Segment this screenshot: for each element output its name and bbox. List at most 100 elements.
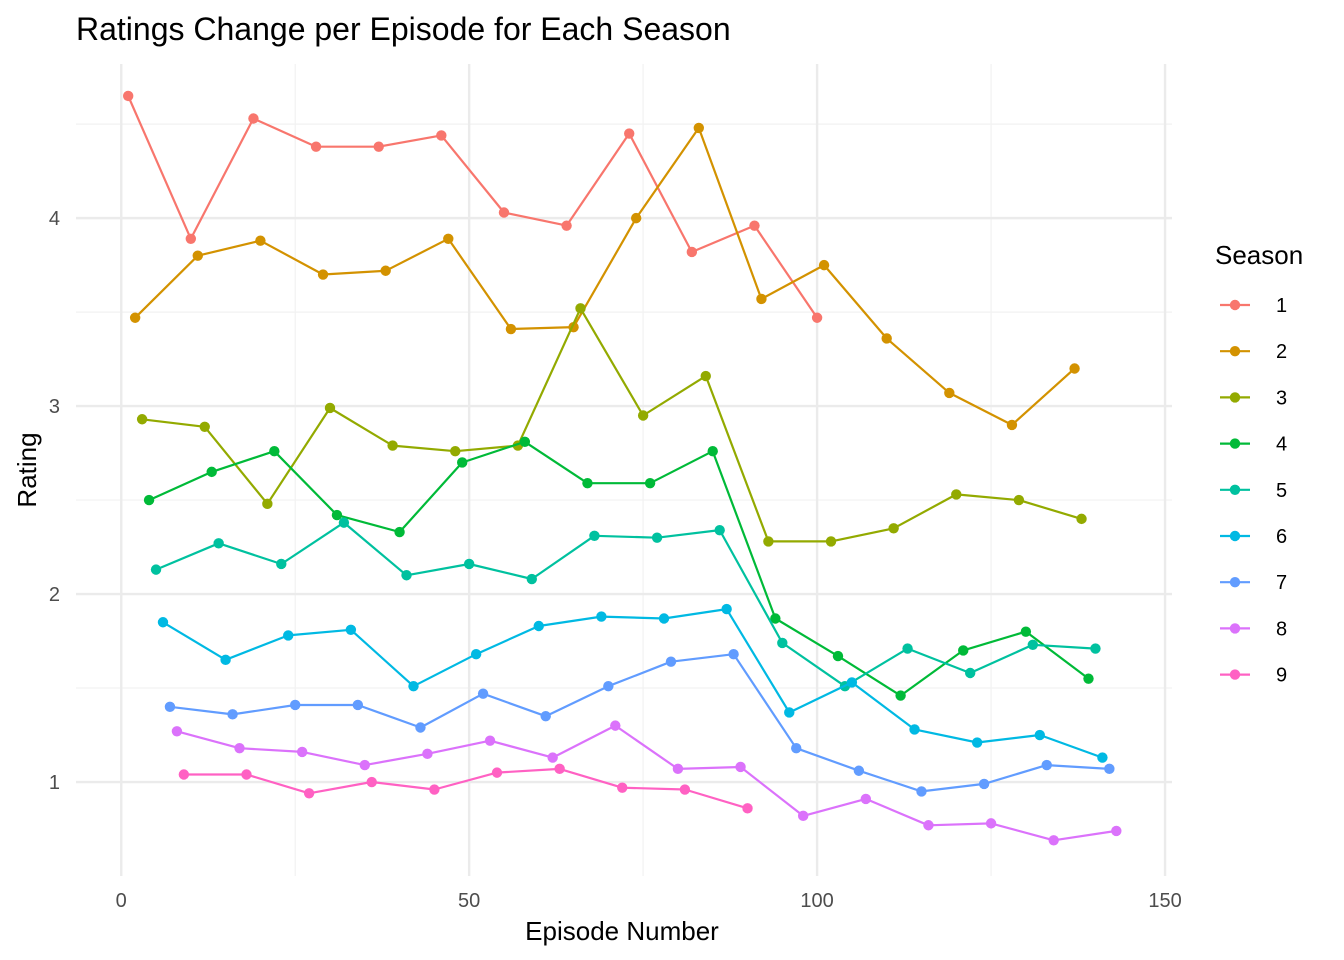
data-point	[895, 690, 906, 701]
legend-item-season-9: 9	[1220, 665, 1287, 687]
data-point	[394, 526, 405, 538]
x-tick-label: 0	[116, 890, 127, 912]
data-point	[283, 630, 294, 641]
data-point	[756, 293, 767, 305]
data-point	[658, 613, 670, 624]
data-point	[491, 767, 503, 778]
legend-key-point	[1229, 669, 1241, 680]
data-point	[310, 141, 322, 152]
data-point	[763, 536, 774, 547]
data-point	[269, 446, 280, 457]
legend-item-season-6: 6	[1220, 526, 1287, 548]
legend-label: 7	[1276, 572, 1287, 594]
data-point	[199, 421, 210, 432]
data-point	[373, 141, 384, 152]
data-point	[944, 387, 955, 399]
data-point	[234, 742, 245, 754]
series-season-7	[164, 649, 1115, 797]
data-point	[1020, 626, 1032, 637]
data-point	[825, 536, 837, 547]
data-point	[443, 233, 454, 245]
data-point	[387, 440, 398, 451]
x-axis-ticks: 0 50 100 150	[116, 890, 1182, 912]
legend-key-point	[1229, 484, 1241, 495]
data-point	[436, 130, 447, 141]
data-point	[637, 410, 649, 421]
y-tick-label: 3	[49, 396, 60, 418]
data-point	[1034, 729, 1045, 741]
data-point	[797, 810, 809, 822]
series-line	[176, 724, 1117, 842]
series-season-5	[150, 517, 1101, 692]
data-point	[1097, 752, 1108, 763]
data-point	[1069, 363, 1080, 374]
data-point	[505, 323, 517, 335]
data-point	[331, 509, 343, 521]
data-point	[192, 250, 203, 261]
series-season-8	[171, 720, 1122, 846]
data-point	[964, 667, 976, 679]
data-point	[450, 446, 461, 457]
data-point	[978, 778, 990, 790]
data-point	[345, 624, 357, 635]
data-point	[526, 573, 537, 585]
data-point	[686, 246, 698, 258]
x-tick-label: 150	[1148, 890, 1181, 912]
data-point	[554, 763, 565, 775]
data-point	[923, 820, 934, 831]
series-line	[162, 607, 1103, 759]
data-point	[881, 333, 892, 344]
data-point	[888, 523, 899, 534]
data-point	[457, 457, 468, 468]
data-point	[1111, 825, 1122, 837]
legend-item-season-7: 7	[1220, 572, 1287, 594]
data-point	[791, 742, 802, 754]
data-point	[777, 637, 788, 649]
data-point	[352, 699, 364, 711]
data-point	[784, 707, 795, 718]
data-point	[415, 722, 426, 733]
data-point	[742, 803, 753, 814]
legend-item-season-8: 8	[1220, 618, 1287, 640]
legend-label: 2	[1276, 341, 1287, 363]
data-point	[846, 677, 858, 688]
data-point	[770, 613, 781, 624]
series-season-1	[122, 90, 823, 323]
x-tick-label: 50	[458, 890, 480, 912]
data-point	[909, 724, 920, 735]
data-point	[296, 746, 308, 758]
data-point	[589, 530, 600, 541]
data-point	[276, 558, 287, 570]
data-point	[1027, 639, 1039, 651]
data-point	[1083, 673, 1094, 684]
series-season-4	[143, 436, 1094, 701]
series-line	[134, 126, 1076, 426]
legend-label: 4	[1276, 434, 1287, 456]
data-point	[1090, 643, 1101, 654]
data-point	[122, 90, 134, 102]
data-point	[693, 122, 705, 134]
data-point	[533, 620, 544, 632]
data-point	[916, 786, 927, 797]
legend-label: 6	[1276, 526, 1287, 548]
data-point	[484, 735, 496, 746]
data-point	[303, 788, 315, 799]
data-point	[651, 532, 663, 543]
data-point	[206, 466, 217, 478]
data-point	[902, 643, 913, 654]
legend-label: 8	[1276, 618, 1287, 640]
chart-title: Ratings Change per Episode for Each Seas…	[76, 11, 731, 47]
x-tick-label: 100	[800, 890, 833, 912]
data-point	[860, 793, 872, 805]
data-point	[171, 726, 183, 737]
y-tick-label: 2	[49, 584, 60, 606]
data-point	[818, 259, 830, 271]
data-point	[220, 654, 231, 666]
data-point	[1076, 513, 1087, 525]
data-point	[672, 763, 684, 775]
data-point	[498, 207, 510, 218]
data-point	[143, 494, 155, 506]
data-point	[582, 477, 593, 489]
data-point	[853, 765, 865, 776]
data-point	[1013, 494, 1025, 506]
